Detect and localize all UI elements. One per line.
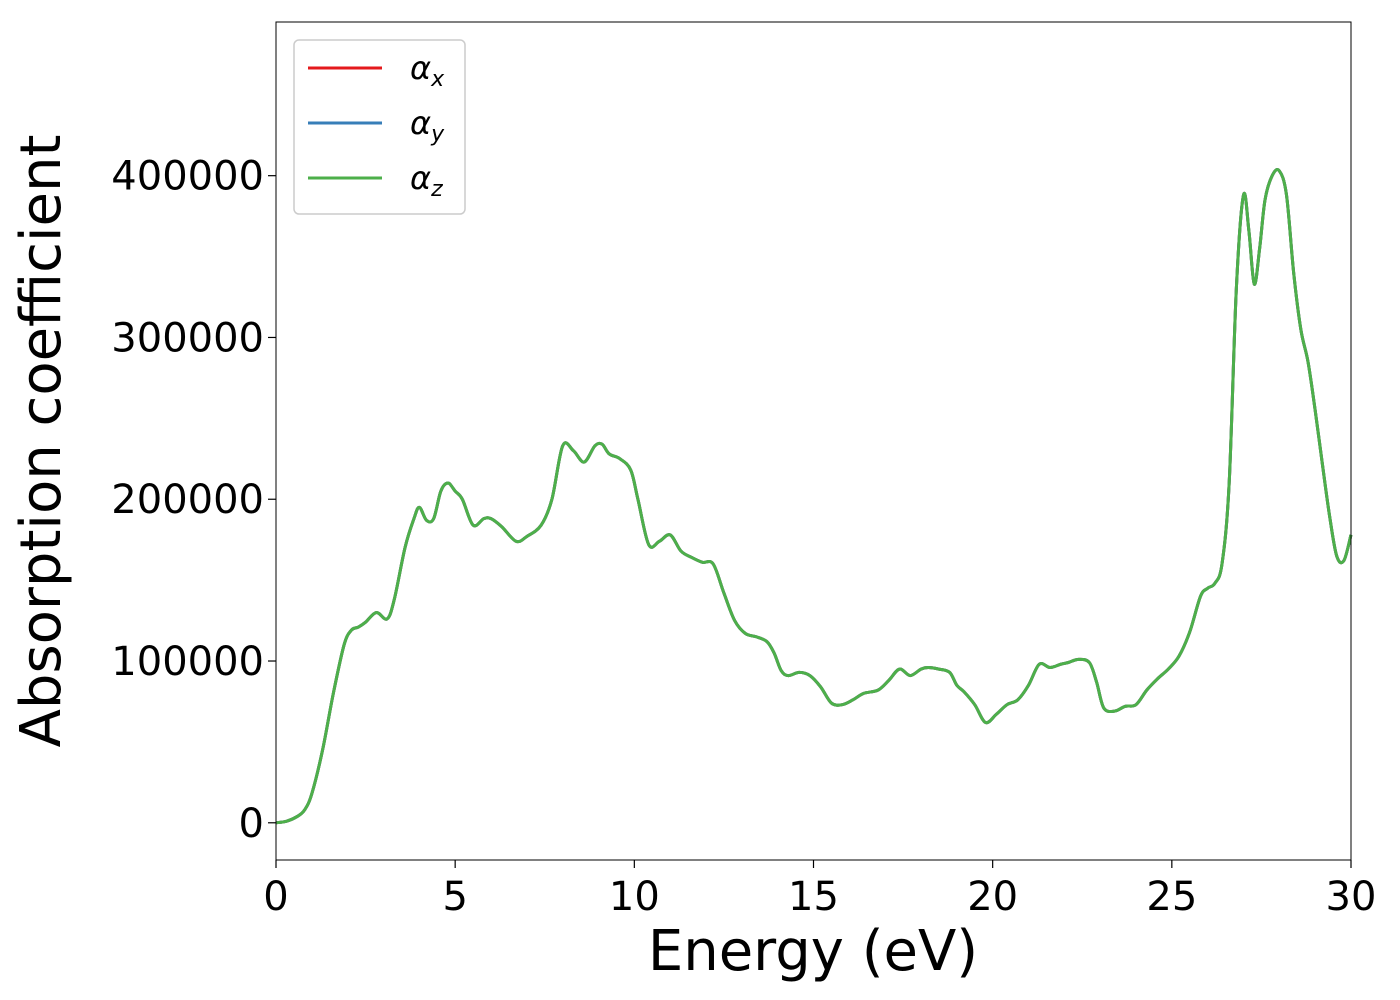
y-tick-label: 0 bbox=[239, 801, 264, 847]
legend-label-y: αy bbox=[410, 104, 445, 147]
series-lines bbox=[275, 168, 1353, 825]
x-axis: 0 5 10 15 20 25 30 bbox=[263, 860, 1376, 920]
x-tick-label: 20 bbox=[967, 874, 1018, 920]
legend-box bbox=[293, 39, 466, 215]
x-tick-label: 5 bbox=[442, 874, 467, 920]
y-axis-label: Absorption coefficient bbox=[9, 135, 74, 748]
legend-label-subscript: y bbox=[430, 122, 445, 147]
x-tick-label: 25 bbox=[1146, 874, 1197, 920]
legend-label-base: α bbox=[410, 104, 431, 142]
x-tick-label: 15 bbox=[788, 874, 839, 920]
y-tick-label: 300000 bbox=[111, 315, 264, 361]
y-axis: 0 100000 200000 300000 400000 bbox=[111, 154, 276, 847]
legend-label-base: α bbox=[410, 159, 431, 197]
legend-label-subscript: x bbox=[430, 67, 445, 92]
legend-label-subscript: z bbox=[430, 177, 443, 202]
x-tick-label: 10 bbox=[609, 874, 660, 920]
y-tick-label: 200000 bbox=[111, 477, 264, 523]
x-axis-label: Energy (eV) bbox=[648, 919, 978, 984]
series-line-z bbox=[275, 168, 1353, 825]
y-tick-label: 100000 bbox=[111, 639, 264, 685]
y-tick-label: 400000 bbox=[111, 154, 264, 200]
x-tick-label: 0 bbox=[263, 874, 288, 920]
legend-label-base: α bbox=[410, 49, 431, 87]
x-tick-label: 30 bbox=[1326, 874, 1377, 920]
legend-label-z: αz bbox=[410, 159, 443, 202]
legend-label-x: αx bbox=[410, 49, 445, 92]
